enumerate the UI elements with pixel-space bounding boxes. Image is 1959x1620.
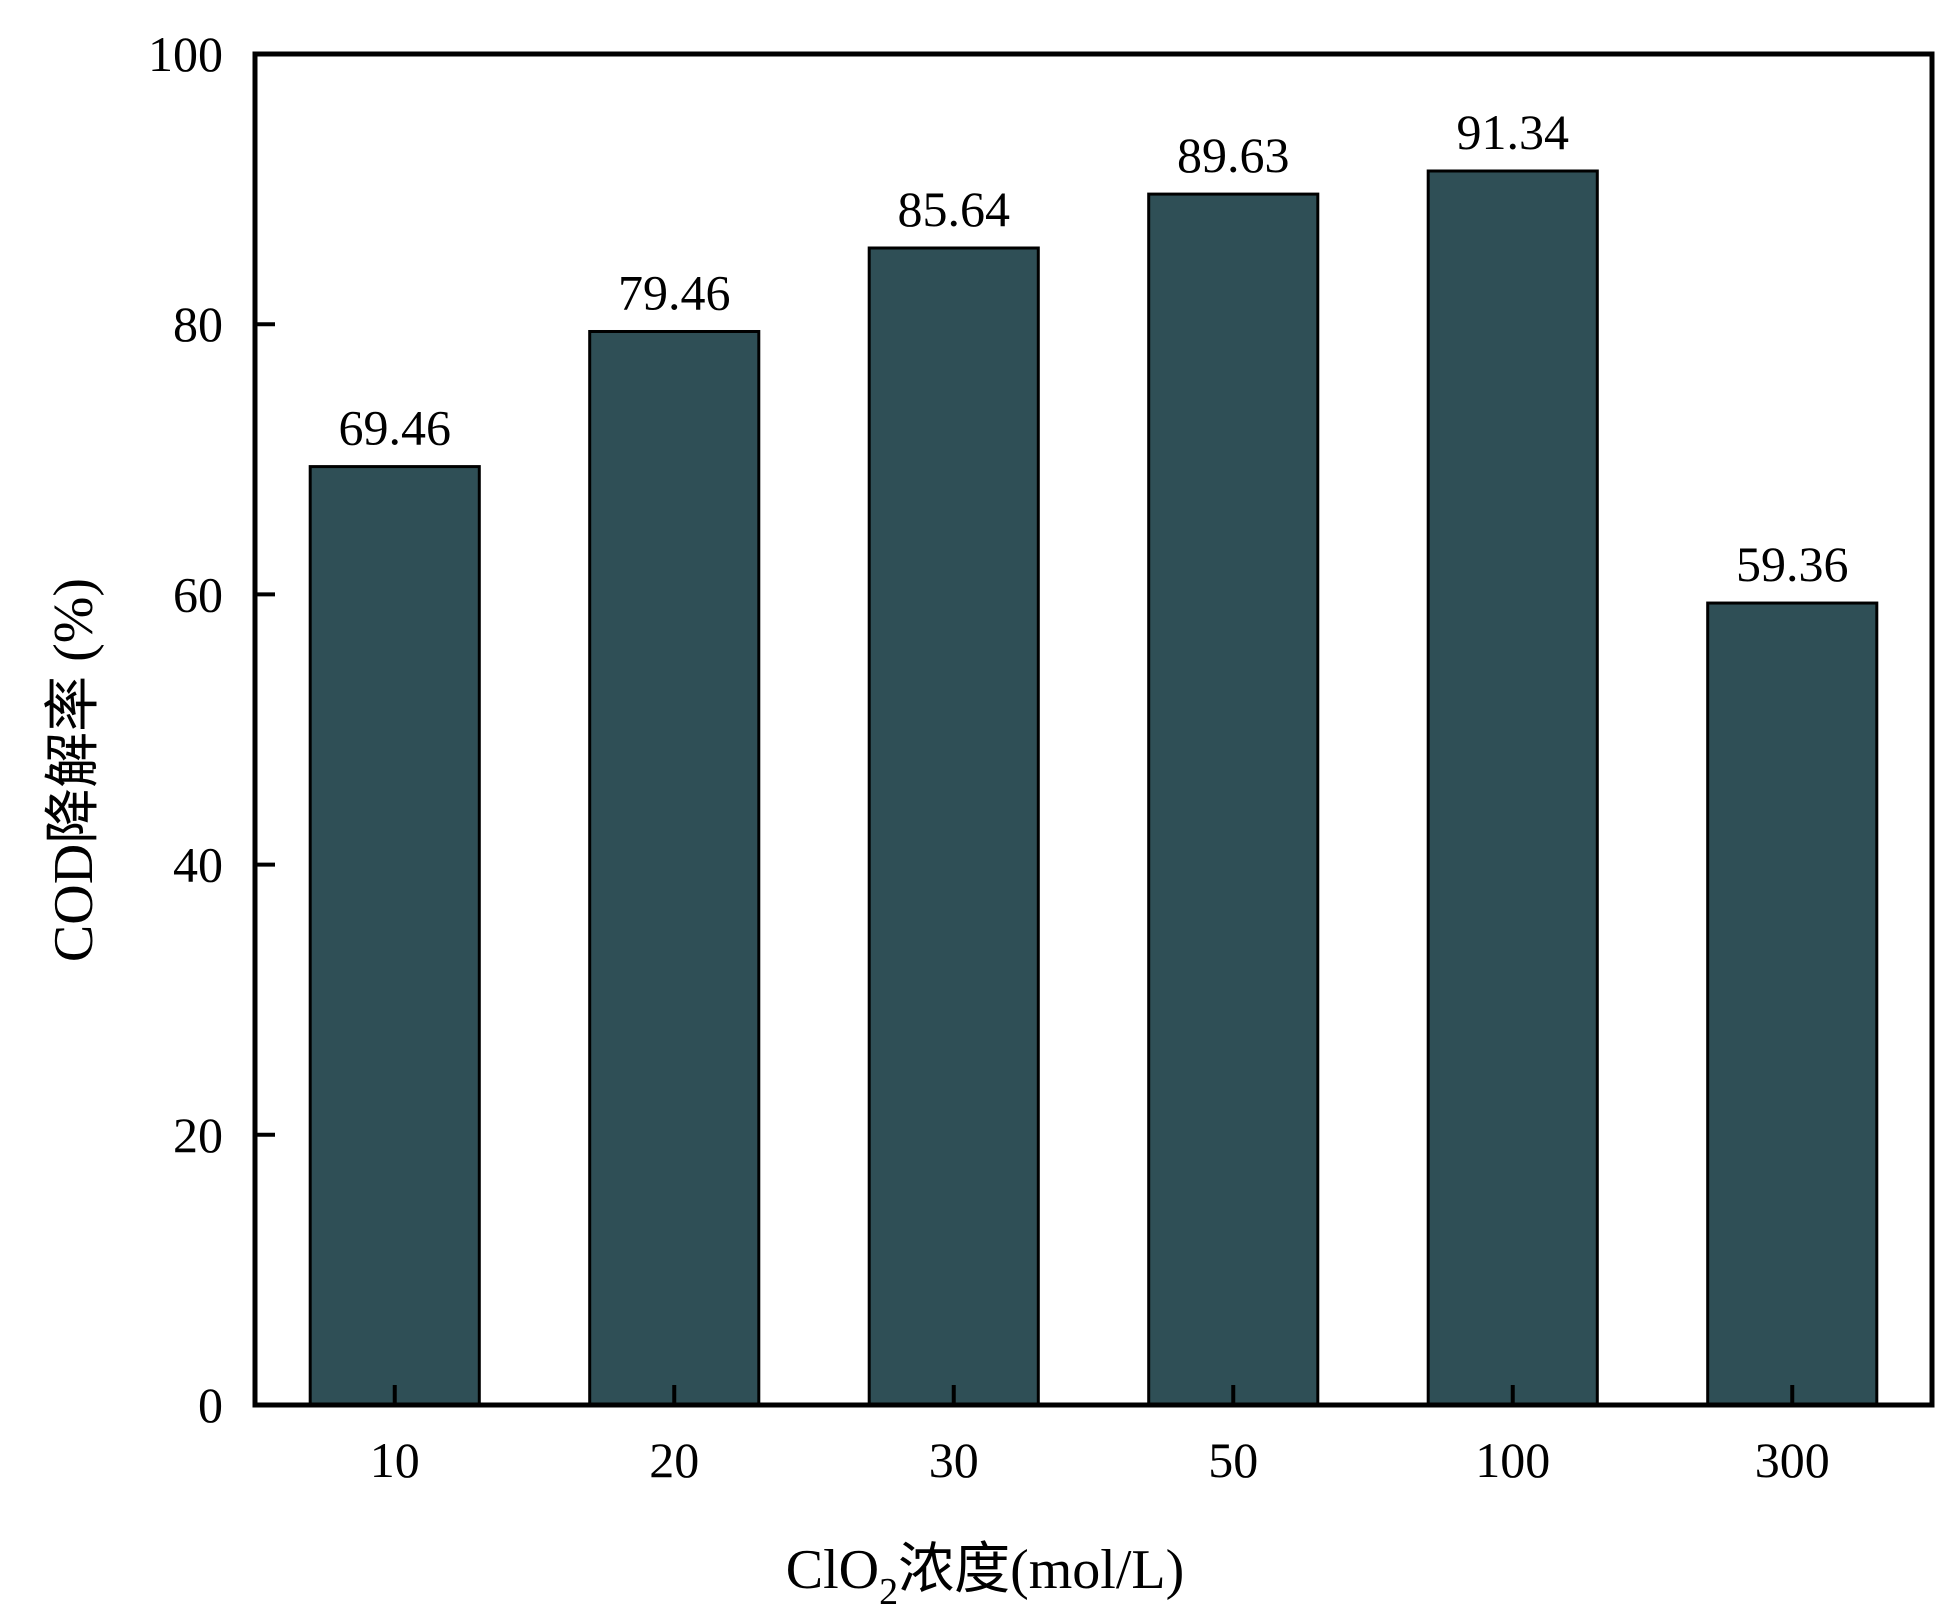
bar-value-label: 89.63 [1177, 127, 1290, 183]
bar-20 [588, 329, 761, 1407]
x-axis-title-suffix: 浓度(mol/L) [898, 1539, 1184, 1601]
x-axis-title: ClO2浓度(mol/L) [786, 1539, 1185, 1613]
x-axis: 10 20 30 50 100 300 [370, 1385, 1830, 1488]
y-axis: 0 20 40 60 80 100 [148, 26, 275, 1433]
data-labels: 69.46 79.46 85.64 89.63 91.34 59.36 [339, 104, 1849, 592]
y-tick-label: 60 [173, 566, 223, 622]
bars-layer [308, 169, 1879, 1407]
x-tick-label: 30 [929, 1432, 979, 1488]
bar-300 [1706, 601, 1879, 1407]
bar-100 [1426, 169, 1599, 1407]
bar-value-label: 59.36 [1736, 536, 1849, 592]
x-tick-label: 300 [1755, 1432, 1830, 1488]
bar-value-label: 69.46 [339, 400, 452, 456]
bar-50 [1147, 192, 1320, 1407]
bar-value-label: 91.34 [1457, 104, 1570, 160]
y-tick-label: 80 [173, 296, 223, 352]
y-tick-label: 20 [173, 1107, 223, 1163]
bar-value-label: 79.46 [618, 264, 731, 320]
bar-value-label: 85.64 [898, 181, 1011, 237]
x-axis-title-subscript: 2 [879, 1571, 898, 1613]
x-tick-label: 100 [1475, 1432, 1550, 1488]
bar-30 [867, 246, 1040, 1407]
x-tick-label: 10 [370, 1432, 420, 1488]
y-tick-label: 0 [198, 1377, 223, 1433]
bar-10 [308, 465, 481, 1407]
y-axis-title: COD降解率 (%) [43, 578, 105, 962]
x-tick-label: 20 [649, 1432, 699, 1488]
x-axis-title-prefix: ClO [786, 1539, 879, 1601]
plot-frame [252, 51, 1935, 1408]
x-tick-label: 50 [1208, 1432, 1258, 1488]
y-tick-label: 100 [148, 26, 223, 82]
y-tick-label: 40 [173, 837, 223, 893]
